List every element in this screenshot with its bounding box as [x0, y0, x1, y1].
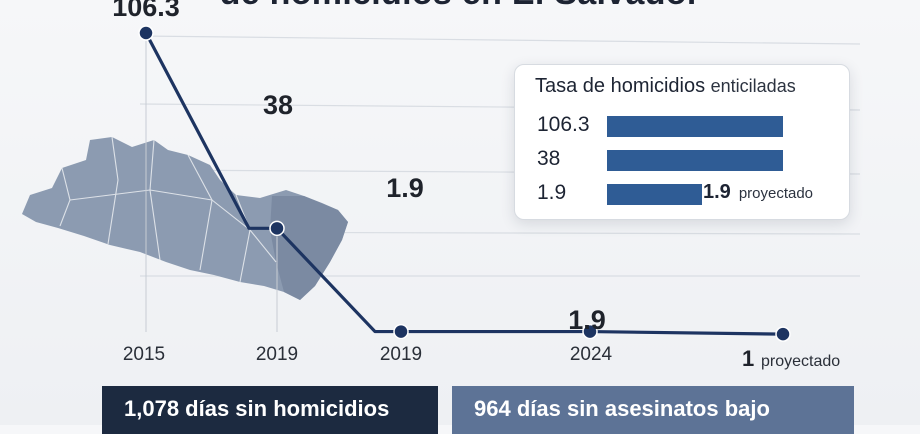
legend-bar — [607, 150, 783, 171]
legend-row: 38 — [515, 147, 851, 173]
legend-row: 1.9 1.9 proyectado — [515, 181, 851, 207]
legend-value: 106.3 — [537, 113, 590, 136]
x-tick-label: 2015 — [123, 344, 165, 365]
legend-title-suffix: enticiladas — [710, 76, 796, 96]
data-label: 38 — [263, 90, 293, 120]
data-point — [775, 326, 791, 342]
data-labels: 106.3 38 1.9 1.9 1 proyectado — [112, 0, 840, 371]
last-point-suffix: proyectado — [761, 353, 840, 370]
legend-row: 106.3 — [515, 113, 851, 139]
chart-title: de homicidios en El Salvador — [0, 0, 920, 13]
data-point — [582, 323, 598, 340]
legend-projected-note: proyectado — [738, 185, 814, 202]
data-points — [138, 25, 791, 342]
days-without-murders-banner: 964 días sin asesinatos bajo — [452, 386, 854, 434]
days-without-homicides-banner: 1,078 días sin homicidios — [102, 386, 438, 434]
data-label: 106.3 — [112, 0, 180, 22]
legend-title: Tasa de homicidios enticiladas — [535, 75, 796, 98]
x-tick-label: 2019 — [380, 344, 422, 365]
data-point — [393, 323, 409, 340]
legend-value: 1.9 — [537, 181, 567, 204]
legend-projected-value: 1.9 — [703, 181, 731, 203]
data-label: 1.9 — [386, 173, 424, 203]
legend-projected: 1.9 proyectado — [703, 181, 813, 204]
x-tick-label: 2019 — [256, 344, 298, 365]
legend-title-main: Tasa de homicidios — [535, 75, 706, 97]
legend-bar — [607, 184, 702, 205]
el-salvador-map — [22, 136, 348, 300]
data-point — [138, 25, 154, 41]
line-chart: 106.3 38 1.9 1.9 1 proyectado 2015 2019 2019 202… — [22, 0, 861, 371]
x-tick-label: 2024 — [570, 344, 613, 365]
last-point-label: 1 — [742, 346, 754, 371]
data-point — [269, 220, 285, 237]
legend-panel: Tasa de homicidios enticiladas 106.3 38 … — [514, 64, 850, 220]
data-label: 1.9 — [568, 305, 606, 335]
x-axis-ticks: 2015 2019 2019 2024 — [123, 344, 613, 365]
legend-bar — [607, 116, 783, 137]
legend-value: 38 — [537, 147, 561, 170]
